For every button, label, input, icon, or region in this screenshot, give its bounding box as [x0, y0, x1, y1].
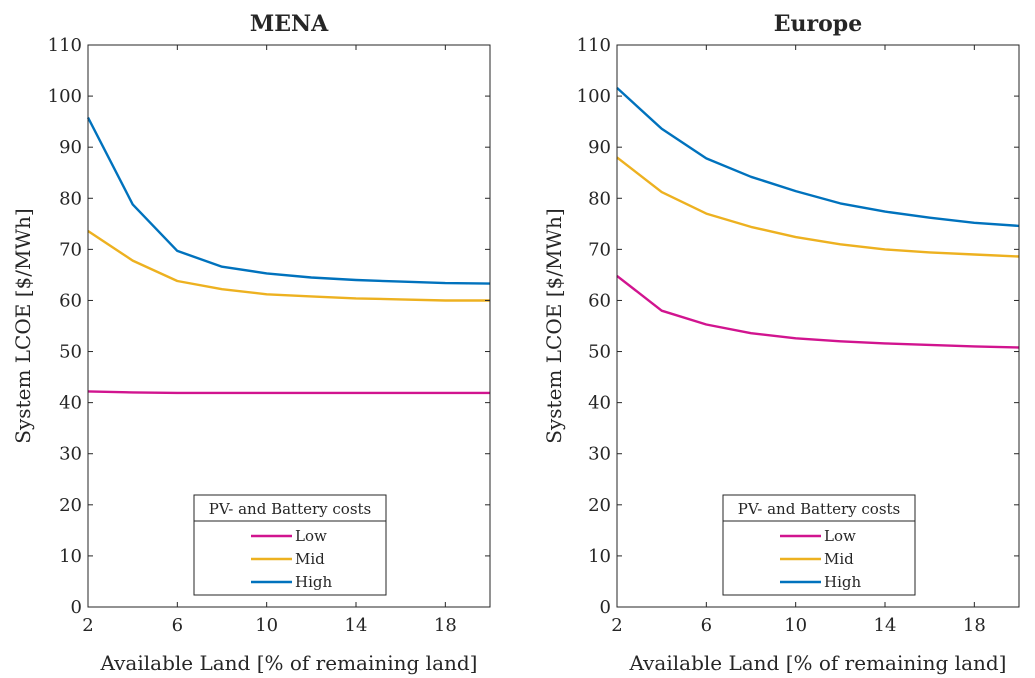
legend-entry-high: High	[295, 573, 332, 591]
x-axis-label: Available Land [% of remaining land]	[100, 651, 478, 675]
y-tick-label: 70	[588, 239, 611, 260]
y-tick-label: 70	[59, 239, 82, 260]
x-tick-label: 14	[874, 615, 897, 636]
y-tick-label: 90	[588, 137, 611, 158]
legend-entry-mid: Mid	[295, 550, 325, 568]
y-tick-label: 0	[71, 597, 82, 618]
y-tick-label: 80	[59, 188, 82, 209]
x-tick-label: 18	[963, 615, 986, 636]
chart-panel-0: MENA 0 10 20 30 40 50 60 70 80 90 100 110 2 6 10 14 18 Ava…	[11, 11, 491, 675]
legend-entry-mid: Mid	[824, 550, 854, 568]
y-tick-label: 110	[48, 35, 82, 56]
y-tick-label: 80	[588, 188, 611, 209]
x-tick-label: 6	[701, 615, 712, 636]
y-axis-label: System LCOE [$/MWh]	[11, 208, 35, 443]
x-tick-label: 2	[82, 615, 93, 636]
series-line-high	[86, 116, 491, 285]
x-tick-label: 6	[172, 615, 183, 636]
y-tick-label: 100	[577, 86, 611, 107]
axes-box	[616, 44, 1020, 608]
y-tick-label: 30	[588, 444, 611, 465]
y-tick-label: 40	[59, 393, 82, 414]
y-tick-label: 60	[588, 290, 611, 311]
y-tick-label: 100	[48, 86, 82, 107]
series-line-low	[616, 274, 1020, 349]
legend-title: PV- and Battery costs	[738, 500, 901, 518]
y-tick-label: 50	[59, 342, 82, 363]
y-tick-label: 90	[59, 137, 82, 158]
y-tick-label: 0	[600, 597, 611, 618]
y-tick-label: 20	[59, 495, 82, 516]
y-tick-label: 40	[588, 393, 611, 414]
legend: PV- and Battery costs Low Mid High	[722, 494, 916, 596]
x-axis-label: Available Land [% of remaining land]	[629, 651, 1007, 675]
y-tick-label: 30	[59, 444, 82, 465]
axes-box	[87, 44, 491, 608]
x-tick-label: 2	[611, 615, 622, 636]
series-line-mid	[87, 229, 490, 302]
chart-panel-1: Europe 0 10 20 30 40 50 60 70 80 90 100 110 2 6 10 14 18 A…	[542, 11, 1020, 675]
legend: PV- and Battery costs Low Mid High	[193, 494, 387, 596]
x-tick-label: 10	[255, 615, 278, 636]
chart-title: MENA	[250, 11, 329, 37]
legend-title: PV- and Battery costs	[209, 500, 372, 518]
x-tick-label: 10	[784, 615, 807, 636]
y-tick-label: 10	[588, 546, 611, 567]
series-line-low	[87, 390, 490, 395]
y-tick-label: 20	[588, 495, 611, 516]
y-tick-label: 10	[59, 546, 82, 567]
legend-box	[193, 494, 387, 596]
legend-entry-low: Low	[824, 527, 856, 545]
legend-box	[722, 494, 916, 596]
legend-entry-low: Low	[295, 527, 327, 545]
series-line-mid	[616, 156, 1020, 258]
legend-entry-high: High	[824, 573, 861, 591]
x-tick-label: 14	[345, 615, 368, 636]
y-tick-label: 60	[59, 290, 82, 311]
series-line-high	[616, 87, 1020, 228]
y-tick-label: 50	[588, 342, 611, 363]
chart-title: Europe	[774, 11, 862, 37]
y-axis-label: System LCOE [$/MWh]	[542, 208, 566, 443]
x-tick-label: 18	[434, 615, 457, 636]
y-tick-label: 110	[577, 35, 611, 56]
